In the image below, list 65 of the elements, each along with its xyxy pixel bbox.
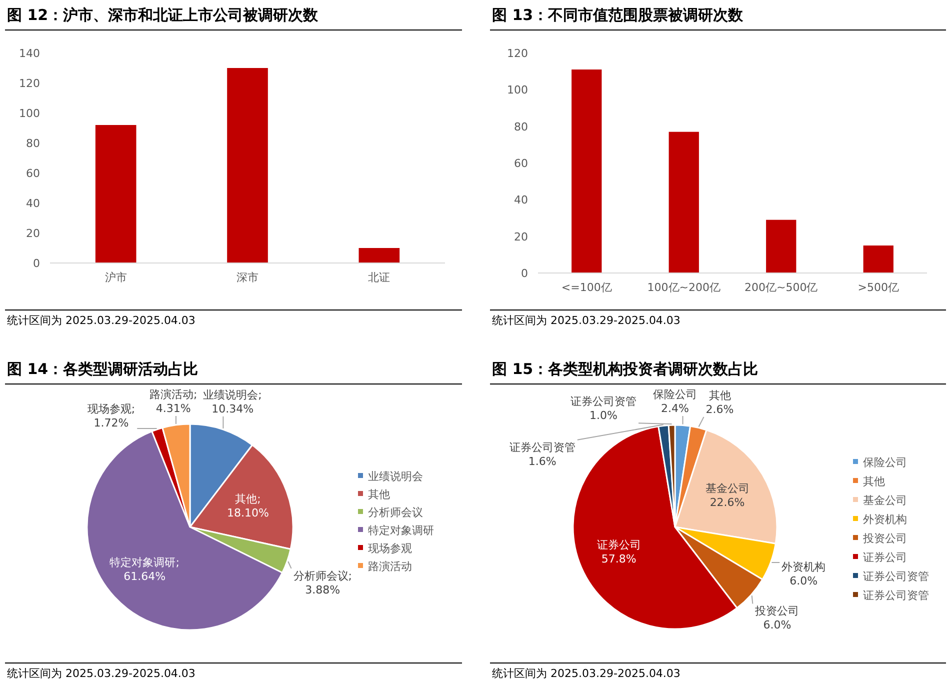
x-tick-label: >500亿 <box>858 281 899 294</box>
x-tick-label: 100亿~200亿 <box>647 281 720 294</box>
legend-label: 证券公司 <box>863 551 907 564</box>
legend-label: 路演活动 <box>368 560 412 573</box>
y-tick-label: 120 <box>507 47 528 60</box>
data-label: 其他 2.6% <box>706 388 734 416</box>
data-label: 现场参观;1.72% <box>87 402 136 430</box>
y-tick-label: 60 <box>26 167 40 180</box>
x-tick-label: 北证 <box>368 271 390 284</box>
data-label: 特定对象调研;61.64% <box>110 556 180 583</box>
x-tick-label: 200亿~500亿 <box>744 281 818 294</box>
y-tick-label: 100 <box>507 84 528 97</box>
chart-title: 图 14：各类型调研活动占比 <box>7 360 198 378</box>
y-tick-label: 140 <box>19 47 40 60</box>
y-tick-label: 60 <box>514 157 528 170</box>
text: 统计区间为 2025.03.29-2025.04.03 <box>492 667 680 680</box>
legend-label: 投资公司 <box>862 532 907 545</box>
y-tick-label: 0 <box>33 257 40 270</box>
y-tick-label: 20 <box>26 227 40 240</box>
legend-label: 特定对象调研 <box>368 524 434 537</box>
data-label: 证券公司 57.8% <box>596 538 641 566</box>
text: 统计区间为 2025.03.29-2025.04.03 <box>7 314 196 327</box>
bar <box>358 248 400 263</box>
data-label: 证券公司资管 1.0% <box>570 395 637 422</box>
legend-label: 外资机构 <box>863 513 907 526</box>
y-tick-label: 80 <box>26 137 40 150</box>
y-tick-label: 40 <box>514 194 528 207</box>
data-label: 基金公司 22.6% <box>705 482 750 510</box>
legend-label: 证券公司资管 <box>863 570 929 583</box>
legend-label: 现场参观 <box>368 542 412 555</box>
y-tick-label: 0 <box>521 267 528 280</box>
legend-label: 分析师会议 <box>368 506 423 519</box>
data-label: 保险公司 2.4% <box>652 388 697 415</box>
legend-label: 业绩说明会 <box>368 470 423 483</box>
legend-label: 保险公司 <box>863 456 907 469</box>
data-label: 路演活动;4.31% <box>149 388 198 415</box>
y-tick-label: 100 <box>19 107 40 120</box>
y-tick-label: 80 <box>514 120 528 134</box>
y-tick-label: 120 <box>19 77 40 90</box>
bar <box>572 70 602 273</box>
bar <box>668 132 699 273</box>
chart-title: 图 15：各类型机构投资者调研次数占比 <box>492 360 758 378</box>
data-label: 投资公司 6.0% <box>754 604 800 632</box>
bar <box>227 68 268 263</box>
x-tick-label: 深市 <box>236 271 258 284</box>
data-label: 业绩说明会;10.34% <box>203 388 262 416</box>
text: 统计区间为 2025.03.29-2025.04.03 <box>492 314 680 327</box>
data-label: 证券公司资管 1.6% <box>509 440 576 468</box>
y-tick-label: 40 <box>26 197 40 210</box>
text: 统计区间为 2025.03.29-2025.04.03 <box>7 667 196 680</box>
bar <box>766 220 796 273</box>
data-label: 其他;18.10% <box>227 492 269 520</box>
legend-label: 基金公司 <box>863 494 907 507</box>
x-tick-label: <=100亿 <box>561 281 612 294</box>
y-tick-label: 20 <box>514 230 528 244</box>
chart-title: 图 13：不同市值范围股票被调研次数 <box>492 6 744 24</box>
bar <box>95 125 136 263</box>
legend-label: 其他 <box>863 475 885 488</box>
bar <box>863 246 894 273</box>
x-tick-label: 沪市 <box>104 271 127 284</box>
legend-label: 证券公司资管 <box>863 589 929 602</box>
data-label: 分析师会议;3.88% <box>293 569 352 596</box>
legend-label: 其他 <box>368 488 390 501</box>
chart-title: 图 12：沪市、深市和北证上市公司被调研次数 <box>7 6 320 24</box>
data-label: 外资机构 6.0% <box>782 560 826 588</box>
